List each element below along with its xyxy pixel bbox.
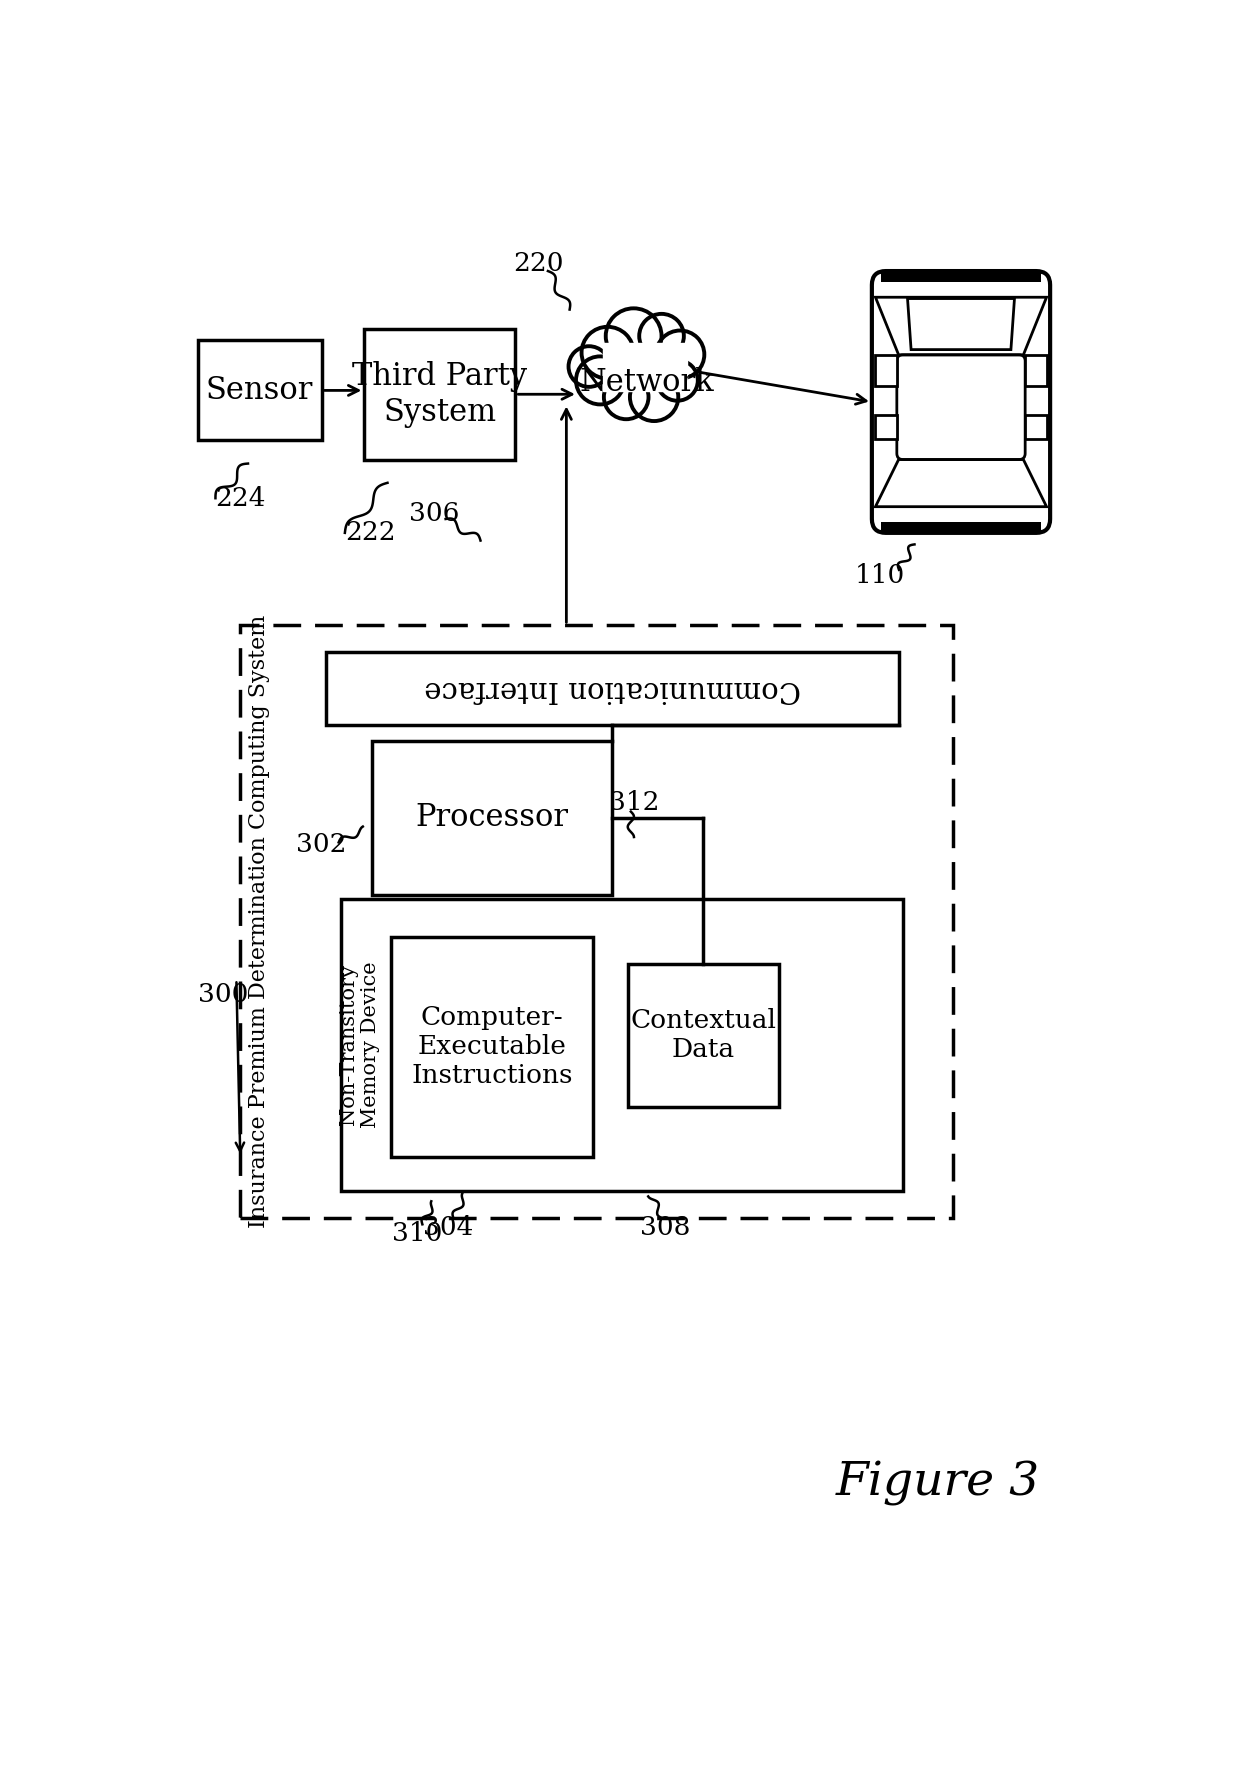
Text: 304: 304	[423, 1215, 474, 1240]
Circle shape	[606, 309, 662, 364]
Text: 222: 222	[345, 521, 396, 546]
Circle shape	[656, 330, 704, 378]
Text: 312: 312	[609, 790, 660, 815]
Text: Contextual
Data: Contextual Data	[630, 1008, 776, 1061]
Bar	[880, 271, 1042, 282]
Text: 308: 308	[640, 1215, 691, 1240]
Bar	[875, 416, 897, 439]
Text: 224: 224	[216, 485, 265, 510]
Bar	[880, 523, 1042, 533]
Bar	[372, 740, 613, 896]
Text: Non-Transitory
Memory Device: Non-Transitory Memory Device	[339, 962, 381, 1127]
FancyBboxPatch shape	[872, 271, 1050, 533]
Text: 310: 310	[392, 1220, 443, 1245]
Bar	[241, 624, 954, 1218]
Circle shape	[582, 326, 634, 378]
Text: 300: 300	[198, 983, 248, 1008]
Text: Insurance Premium Determination Computing System: Insurance Premium Determination Computin…	[248, 615, 270, 1229]
Text: 306: 306	[409, 501, 459, 526]
FancyBboxPatch shape	[897, 355, 1025, 460]
Circle shape	[639, 314, 684, 359]
Text: Network: Network	[580, 368, 714, 398]
Bar	[1025, 355, 1047, 387]
Text: 110: 110	[854, 562, 905, 587]
Text: Processor: Processor	[415, 803, 569, 833]
Circle shape	[657, 360, 698, 401]
Circle shape	[568, 346, 610, 387]
Text: 302: 302	[296, 831, 347, 856]
Circle shape	[630, 373, 678, 421]
Bar	[603, 344, 687, 391]
Circle shape	[604, 375, 649, 419]
Bar	[1025, 416, 1047, 439]
Bar	[365, 328, 516, 460]
Circle shape	[575, 357, 624, 405]
Text: Sensor: Sensor	[206, 375, 314, 407]
Bar	[392, 937, 593, 1156]
Bar	[325, 653, 899, 726]
Text: 220: 220	[513, 252, 564, 277]
Text: Third Party
System: Third Party System	[352, 360, 527, 428]
Text: Communication Interface: Communication Interface	[424, 674, 801, 703]
Text: Figure 3: Figure 3	[836, 1461, 1040, 1506]
Bar	[875, 355, 897, 387]
Bar	[341, 899, 903, 1192]
Bar	[197, 341, 321, 441]
Bar	[627, 963, 779, 1106]
Text: Computer-
Executable
Instructions: Computer- Executable Instructions	[412, 1006, 573, 1088]
